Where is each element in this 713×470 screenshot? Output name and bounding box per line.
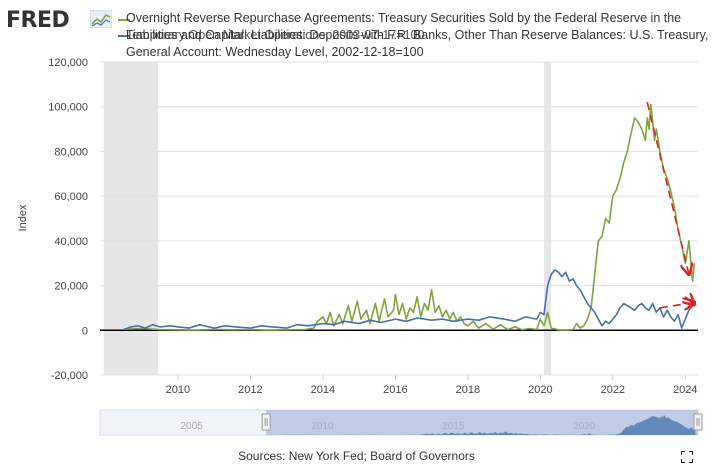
navigator-tick-label: 2020 [573, 421, 596, 432]
range-navigator[interactable]: 2005 2010 2015 2020 [99, 409, 703, 436]
series-lines [123, 103, 696, 331]
series-line-1 [123, 269, 696, 331]
y-axis-label: Index [17, 204, 29, 231]
chart-line-icon [90, 10, 112, 28]
y-tick-label: 60,000 [54, 191, 88, 203]
navigator-track [99, 409, 699, 436]
recession-band-1 [543, 62, 552, 375]
annotation-arrow-0 [646, 102, 689, 274]
chart-svg: 120,000 100,000 80,000 60,000 40,000 20,000 0 -… [17, 57, 703, 436]
recession-band-0 [103, 62, 158, 375]
x-tick-label: 2022 [601, 384, 625, 396]
y-tick-label: 0 [82, 325, 88, 337]
y-tick-label: -20,000 [51, 370, 88, 382]
navigator-tick-label: 2015 [442, 421, 465, 432]
annotation-arrows [646, 102, 694, 308]
legend-item-tga[interactable]: Liabilities and Capital: Liabilities: De… [126, 28, 709, 42]
x-tick-label: 2020 [528, 384, 552, 396]
annotation-arrow-2 [685, 297, 694, 305]
legend-item-orr-overlap: Temporary Open Market Operations, 2003-0… [126, 28, 425, 42]
y-tick-label: 120,000 [48, 57, 88, 69]
legend-item-orr[interactable]: Overnight Reverse Repurchase Agreements:… [126, 11, 682, 25]
x-tick-label: 2018 [456, 384, 480, 396]
x-tick-label: 2016 [383, 384, 407, 396]
x-tick-label: 2014 [311, 384, 335, 396]
x-tick-label: 2024 [673, 384, 697, 396]
fred-logo[interactable]: FRED [6, 8, 70, 33]
navigator-tick-label: 2010 [311, 421, 334, 432]
legend-swatch-orr [118, 19, 130, 21]
y-tick-label: 40,000 [54, 236, 88, 248]
sources-note: Sources: New York Fed; Board of Governor… [238, 449, 475, 463]
y-tick-label: 80,000 [54, 146, 88, 158]
expand-icon[interactable] [681, 451, 693, 463]
x-axis-ticks: 2010 2012 2014 2016 2018 2020 2022 2024 [166, 375, 698, 396]
navigator-series-area [283, 415, 696, 435]
y-tick-label: 20,000 [54, 281, 88, 293]
navigator-tick-label: 2005 [180, 421, 203, 432]
recession-bands [103, 62, 552, 375]
x-tick-label: 2010 [166, 384, 190, 396]
legend-item-tga-cont: General Account: Wednesday Level, 2002-1… [126, 45, 424, 59]
y-axis-ticks: 120,000 100,000 80,000 60,000 40,000 20,000 0 -… [48, 57, 88, 382]
navigator-left-handle[interactable] [261, 413, 271, 431]
annotation-arrow-1 [659, 302, 694, 308]
series-line-0 [123, 103, 696, 331]
x-tick-label: 2012 [238, 384, 262, 396]
navigator-right-handle[interactable] [693, 413, 703, 431]
legend-swatch-tga [118, 35, 130, 37]
y-tick-label: 100,000 [48, 102, 88, 114]
